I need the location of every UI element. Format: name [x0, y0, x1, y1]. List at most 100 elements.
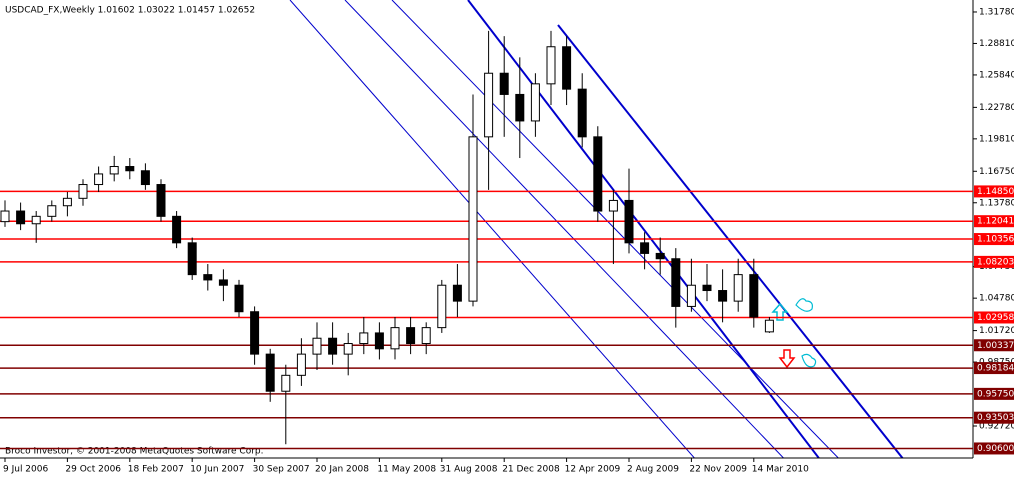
y-tick-label: 1.04780 — [979, 294, 1014, 304]
candle-body — [390, 327, 400, 350]
down-arrow — [778, 349, 796, 369]
y-tick-label: 1.28810 — [979, 39, 1014, 49]
x-tick-label: 18 Feb 2007 — [128, 465, 184, 475]
candle-body — [686, 284, 696, 307]
x-tick-label: 30 Sep 2007 — [253, 465, 310, 475]
level-label: 1.08203 — [977, 257, 1014, 267]
candle-body — [172, 215, 182, 244]
candle-body — [562, 46, 572, 90]
candle-body — [343, 343, 353, 355]
candle-body — [187, 242, 197, 276]
candle-body — [640, 242, 650, 254]
candle-body — [234, 284, 244, 313]
level-label-bg — [974, 411, 1014, 424]
level-label: 1.12041 — [977, 217, 1014, 227]
candle-body — [281, 374, 291, 392]
x-tick-label: 29 Oct 2006 — [65, 465, 121, 475]
candle-body — [515, 93, 525, 122]
up-arrow — [771, 302, 789, 321]
level-label-bg — [974, 442, 1014, 455]
level-label-bg — [974, 362, 1014, 375]
level-label-bg — [974, 185, 1014, 198]
x-tick-label: 20 Jan 2008 — [315, 465, 369, 475]
signals — [771, 298, 817, 369]
candle-body — [577, 88, 587, 138]
x-tick-label: 31 Aug 2008 — [440, 465, 498, 475]
candle-body — [203, 274, 213, 281]
candle-body — [749, 274, 759, 318]
candle-body — [312, 337, 322, 355]
y-tick-label: 1.22780 — [979, 103, 1014, 113]
level-label-bg — [974, 339, 1014, 352]
level-label: 0.98184 — [977, 364, 1014, 374]
trend-line — [467, 0, 821, 458]
candle-body — [265, 353, 275, 392]
x-tick-label: 2 Aug 2009 — [627, 465, 679, 475]
candle-body — [31, 215, 41, 225]
candle-body — [499, 72, 509, 95]
candle-body — [0, 210, 10, 223]
x-tick-label: 12 Apr 2009 — [565, 465, 621, 475]
candle-body — [156, 184, 166, 217]
candle-body — [733, 274, 743, 302]
x-tick-label: 22 Nov 2009 — [689, 465, 747, 475]
candle-body — [374, 332, 384, 350]
hand-icon — [795, 298, 813, 312]
candle-body — [109, 166, 119, 175]
candle-body — [530, 83, 540, 122]
level-label-bg — [974, 215, 1014, 228]
candle-body — [484, 72, 494, 138]
level-label: 0.90600 — [977, 444, 1014, 454]
level-label: 1.02958 — [977, 313, 1014, 323]
trend-line — [557, 24, 904, 458]
y-tick-label: 0.92720 — [979, 421, 1014, 431]
trend-line — [391, 0, 840, 458]
candle-body — [296, 353, 306, 376]
candle-body — [125, 166, 135, 172]
candle-body — [468, 136, 478, 302]
candle-body — [250, 311, 260, 355]
trend-line — [289, 0, 696, 458]
level-label-bg — [974, 255, 1014, 268]
x-tick-label: 9 Jul 2006 — [3, 465, 48, 475]
level-label-bg — [974, 233, 1014, 246]
y-tick-label: 1.25840 — [979, 70, 1014, 80]
x-tick-label: 14 Mar 2010 — [752, 465, 809, 475]
candle-body — [140, 170, 150, 186]
copyright: Broco Investor, © 2001-2008 MetaQuotes S… — [5, 447, 264, 457]
candle-body — [218, 279, 228, 286]
candle-body — [78, 184, 88, 199]
y-tick-label: 1.31780 — [979, 7, 1014, 17]
x-tick-label: 11 May 2008 — [377, 465, 436, 475]
candle-body — [47, 205, 57, 217]
candle-body — [328, 337, 338, 355]
candle-body — [764, 319, 774, 333]
level-label: 0.95750 — [977, 389, 1014, 399]
level-label: 1.10356 — [977, 235, 1014, 245]
candle-body — [94, 173, 104, 186]
candle-body — [437, 284, 447, 329]
y-tick-label: 1.16750 — [979, 167, 1014, 177]
candle-body — [655, 252, 665, 260]
candle-body — [359, 332, 369, 345]
level-label-bg — [974, 387, 1014, 400]
candle-body — [452, 284, 462, 302]
x-tick-label: 21 Dec 2008 — [502, 465, 560, 475]
y-tick-label: 1.13780 — [979, 198, 1014, 208]
candle-body — [608, 199, 618, 212]
candle-body — [406, 327, 416, 345]
trend-line — [344, 0, 785, 458]
candle-body — [62, 197, 72, 207]
candle-body — [671, 258, 681, 307]
candle-body — [593, 136, 603, 212]
y-tick-label: 1.01720 — [979, 326, 1014, 336]
candle-body — [546, 46, 556, 85]
candle-body — [718, 290, 728, 302]
candles — [0, 30, 774, 445]
level-label: 1.14850 — [977, 187, 1014, 197]
chart-title: USDCAD_FX,Weekly 1.01602 1.03022 1.01457… — [5, 6, 255, 16]
y-tick-label: 1.19810 — [979, 134, 1014, 144]
x-tick-label: 10 Jun 2007 — [190, 465, 244, 475]
level-label: 0.93503 — [977, 413, 1014, 423]
